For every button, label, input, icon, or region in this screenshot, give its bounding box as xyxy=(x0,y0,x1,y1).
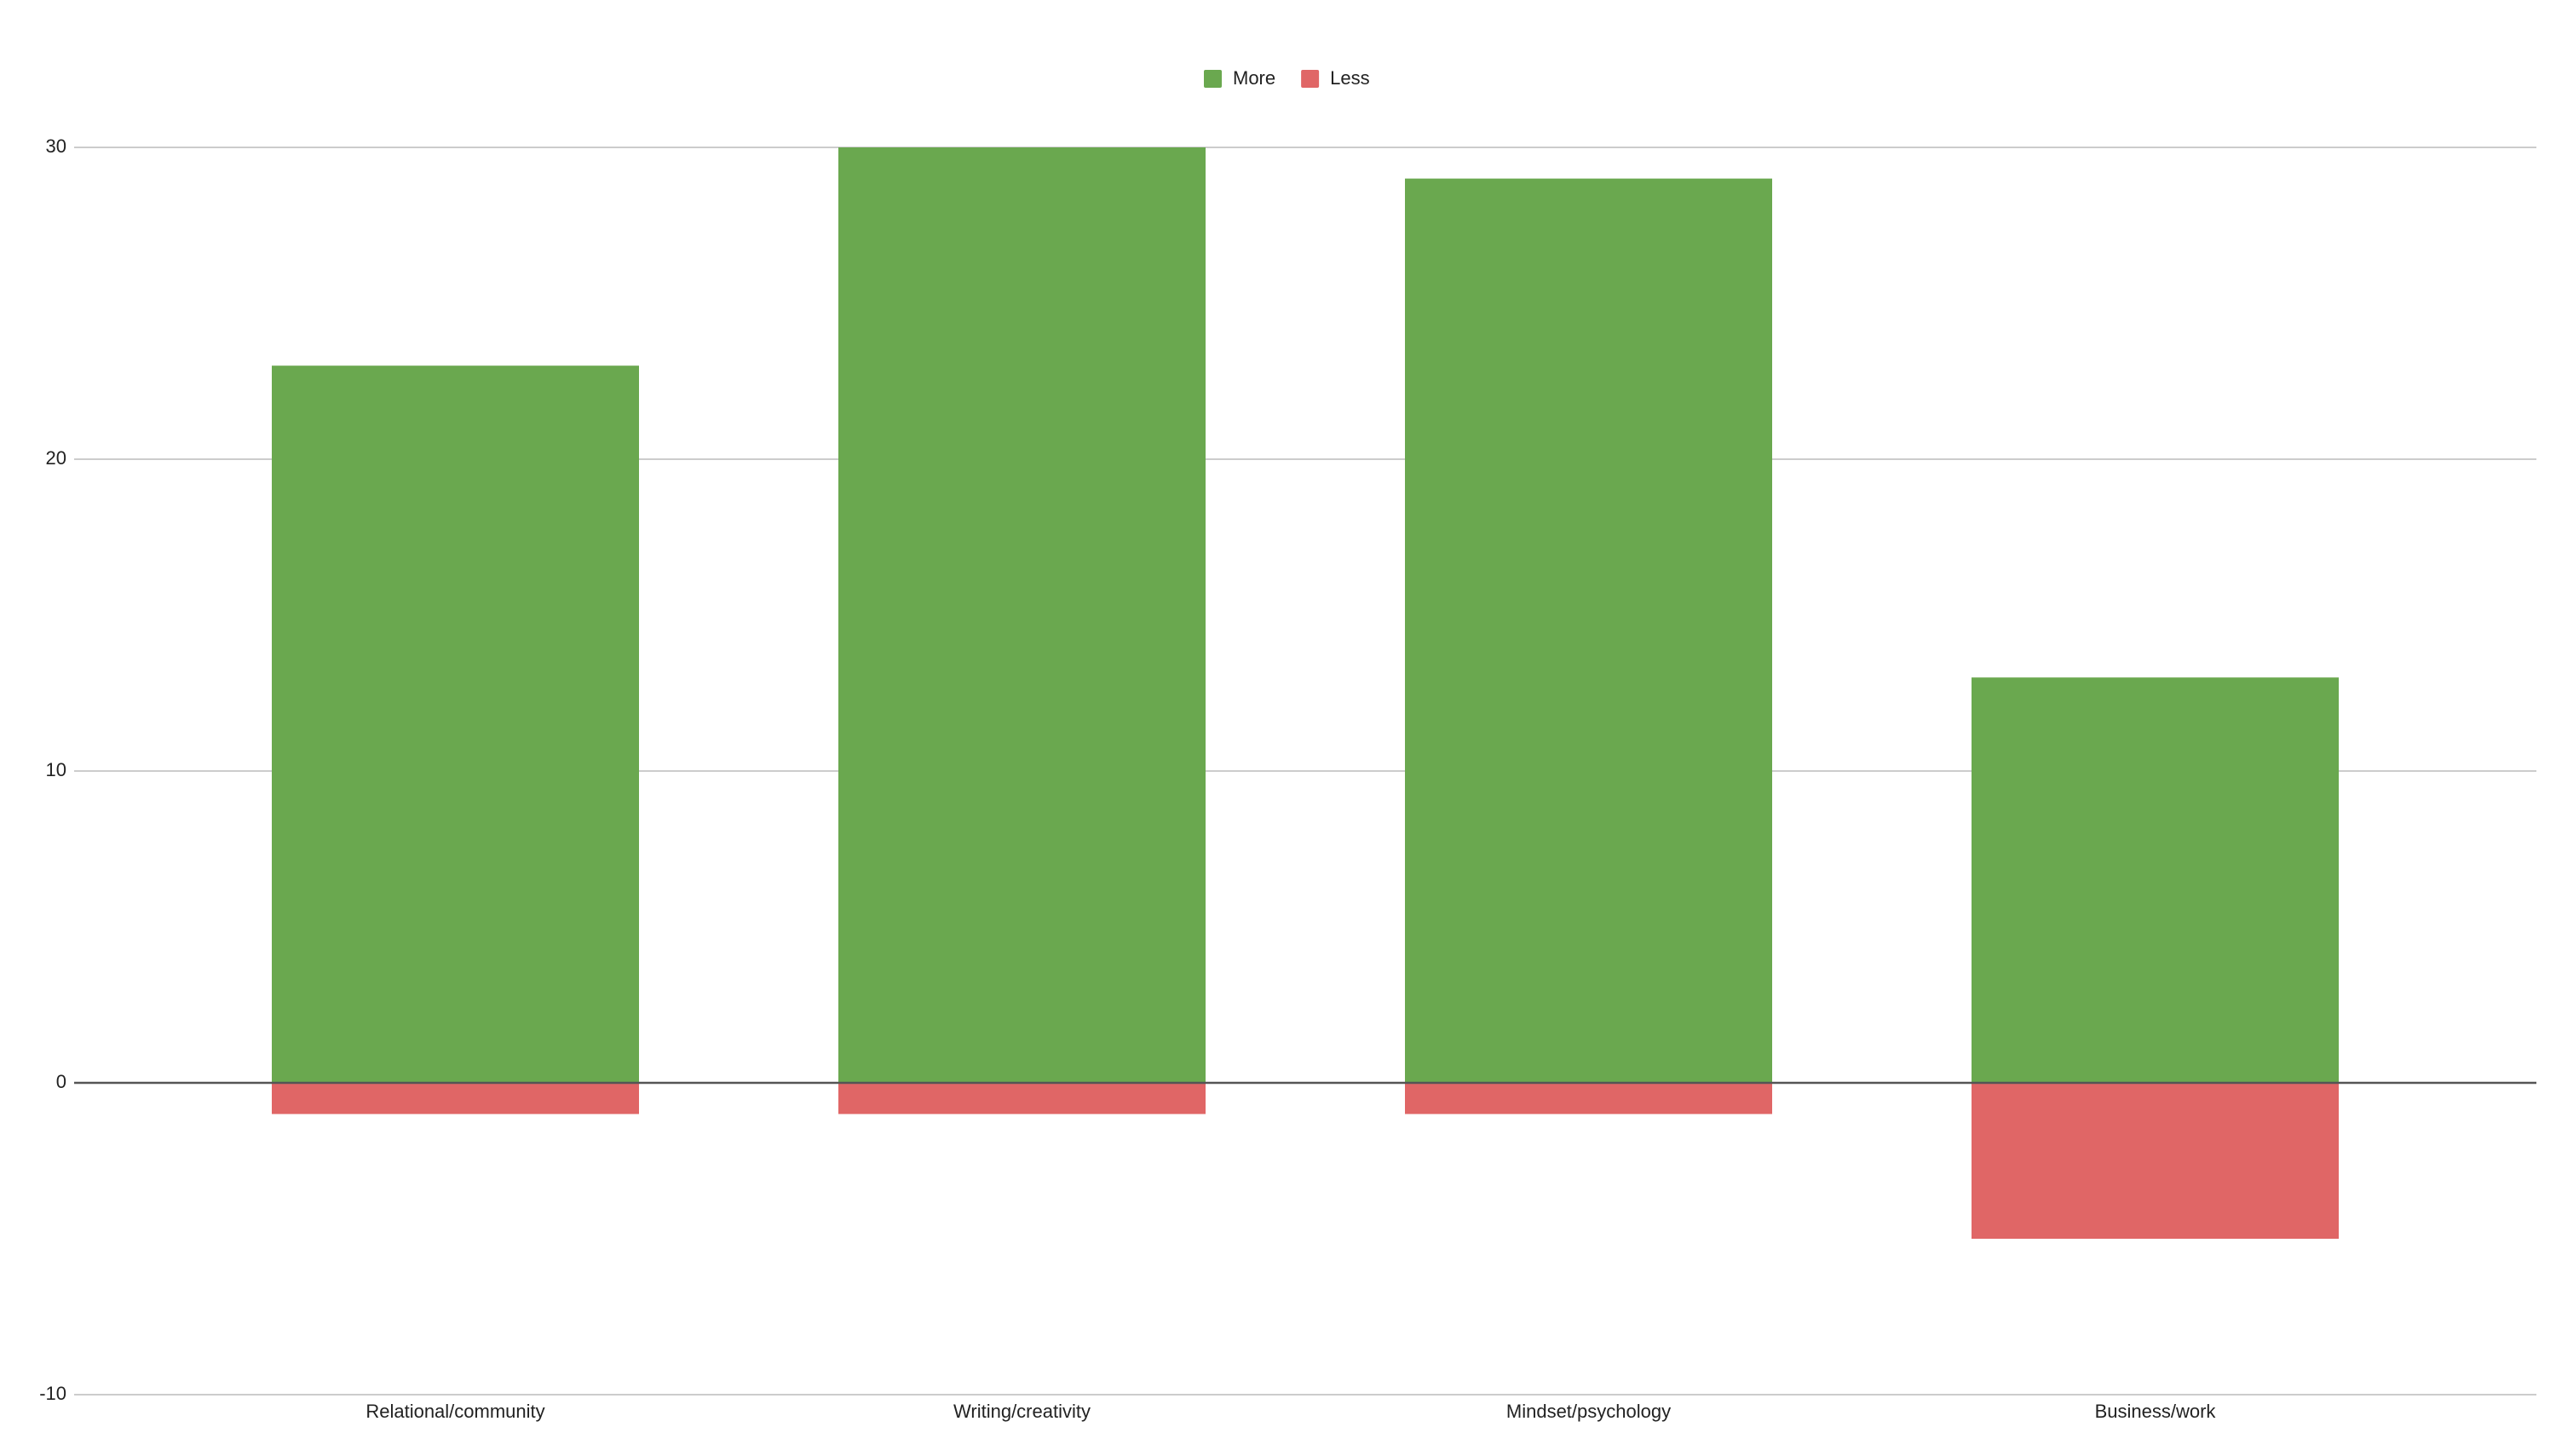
bar-segment xyxy=(1972,677,2339,1083)
legend-swatch xyxy=(1204,70,1222,88)
bar-segment xyxy=(1405,178,1772,1084)
bar-segment xyxy=(272,1083,639,1114)
legend-swatch xyxy=(1301,70,1320,88)
bar-segment xyxy=(1972,1083,2339,1239)
legend-label: Less xyxy=(1330,67,1369,89)
x-tick-label: Writing/creativity xyxy=(953,1401,1091,1422)
legend-label: More xyxy=(1233,67,1275,89)
y-tick-label: 0 xyxy=(56,1071,66,1092)
y-tick-label: 10 xyxy=(46,759,66,780)
bar-segment xyxy=(838,147,1206,1083)
x-tick-label: Business/work xyxy=(2095,1401,2217,1422)
bar-segment xyxy=(1405,1083,1772,1114)
bar-segment xyxy=(838,1083,1206,1114)
y-tick-label: 30 xyxy=(46,135,66,157)
y-tick-label: 20 xyxy=(46,447,66,469)
y-tick-label: -10 xyxy=(39,1383,66,1404)
x-tick-label: Relational/community xyxy=(366,1401,544,1422)
x-tick-label: Mindset/psychology xyxy=(1506,1401,1671,1422)
bar-segment xyxy=(272,365,639,1083)
